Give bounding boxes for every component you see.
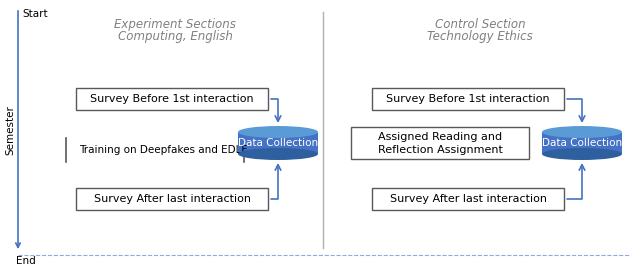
Ellipse shape — [238, 126, 318, 138]
Text: Survey Before 1st interaction: Survey Before 1st interaction — [386, 94, 550, 104]
Text: Technology Ethics: Technology Ethics — [427, 30, 533, 43]
Text: Survey After last interaction: Survey After last interaction — [390, 194, 547, 204]
Text: Control Section: Control Section — [435, 18, 525, 31]
Text: Computing, English: Computing, English — [118, 30, 232, 43]
FancyBboxPatch shape — [76, 88, 268, 110]
Ellipse shape — [542, 148, 622, 160]
FancyBboxPatch shape — [351, 127, 529, 159]
FancyBboxPatch shape — [238, 132, 318, 154]
Text: Training on Deepfakes and EDLF: Training on Deepfakes and EDLF — [79, 145, 247, 155]
Text: Semester: Semester — [5, 105, 15, 155]
Text: Data Collection: Data Collection — [238, 138, 318, 148]
Text: End: End — [16, 256, 36, 266]
Text: Experiment Sections: Experiment Sections — [114, 18, 236, 31]
FancyBboxPatch shape — [76, 188, 268, 210]
Text: Start: Start — [22, 9, 47, 19]
Ellipse shape — [238, 148, 318, 160]
Text: Reflection Assignment: Reflection Assignment — [378, 145, 502, 155]
FancyBboxPatch shape — [372, 188, 564, 210]
Text: Survey After last interaction: Survey After last interaction — [93, 194, 250, 204]
FancyBboxPatch shape — [542, 132, 622, 154]
FancyBboxPatch shape — [372, 88, 564, 110]
FancyBboxPatch shape — [238, 132, 318, 154]
Text: Survey Before 1st interaction: Survey Before 1st interaction — [90, 94, 254, 104]
FancyBboxPatch shape — [542, 132, 622, 154]
Text: Assigned Reading and: Assigned Reading and — [378, 132, 502, 142]
Text: Data Collection: Data Collection — [542, 138, 622, 148]
Ellipse shape — [542, 126, 622, 138]
